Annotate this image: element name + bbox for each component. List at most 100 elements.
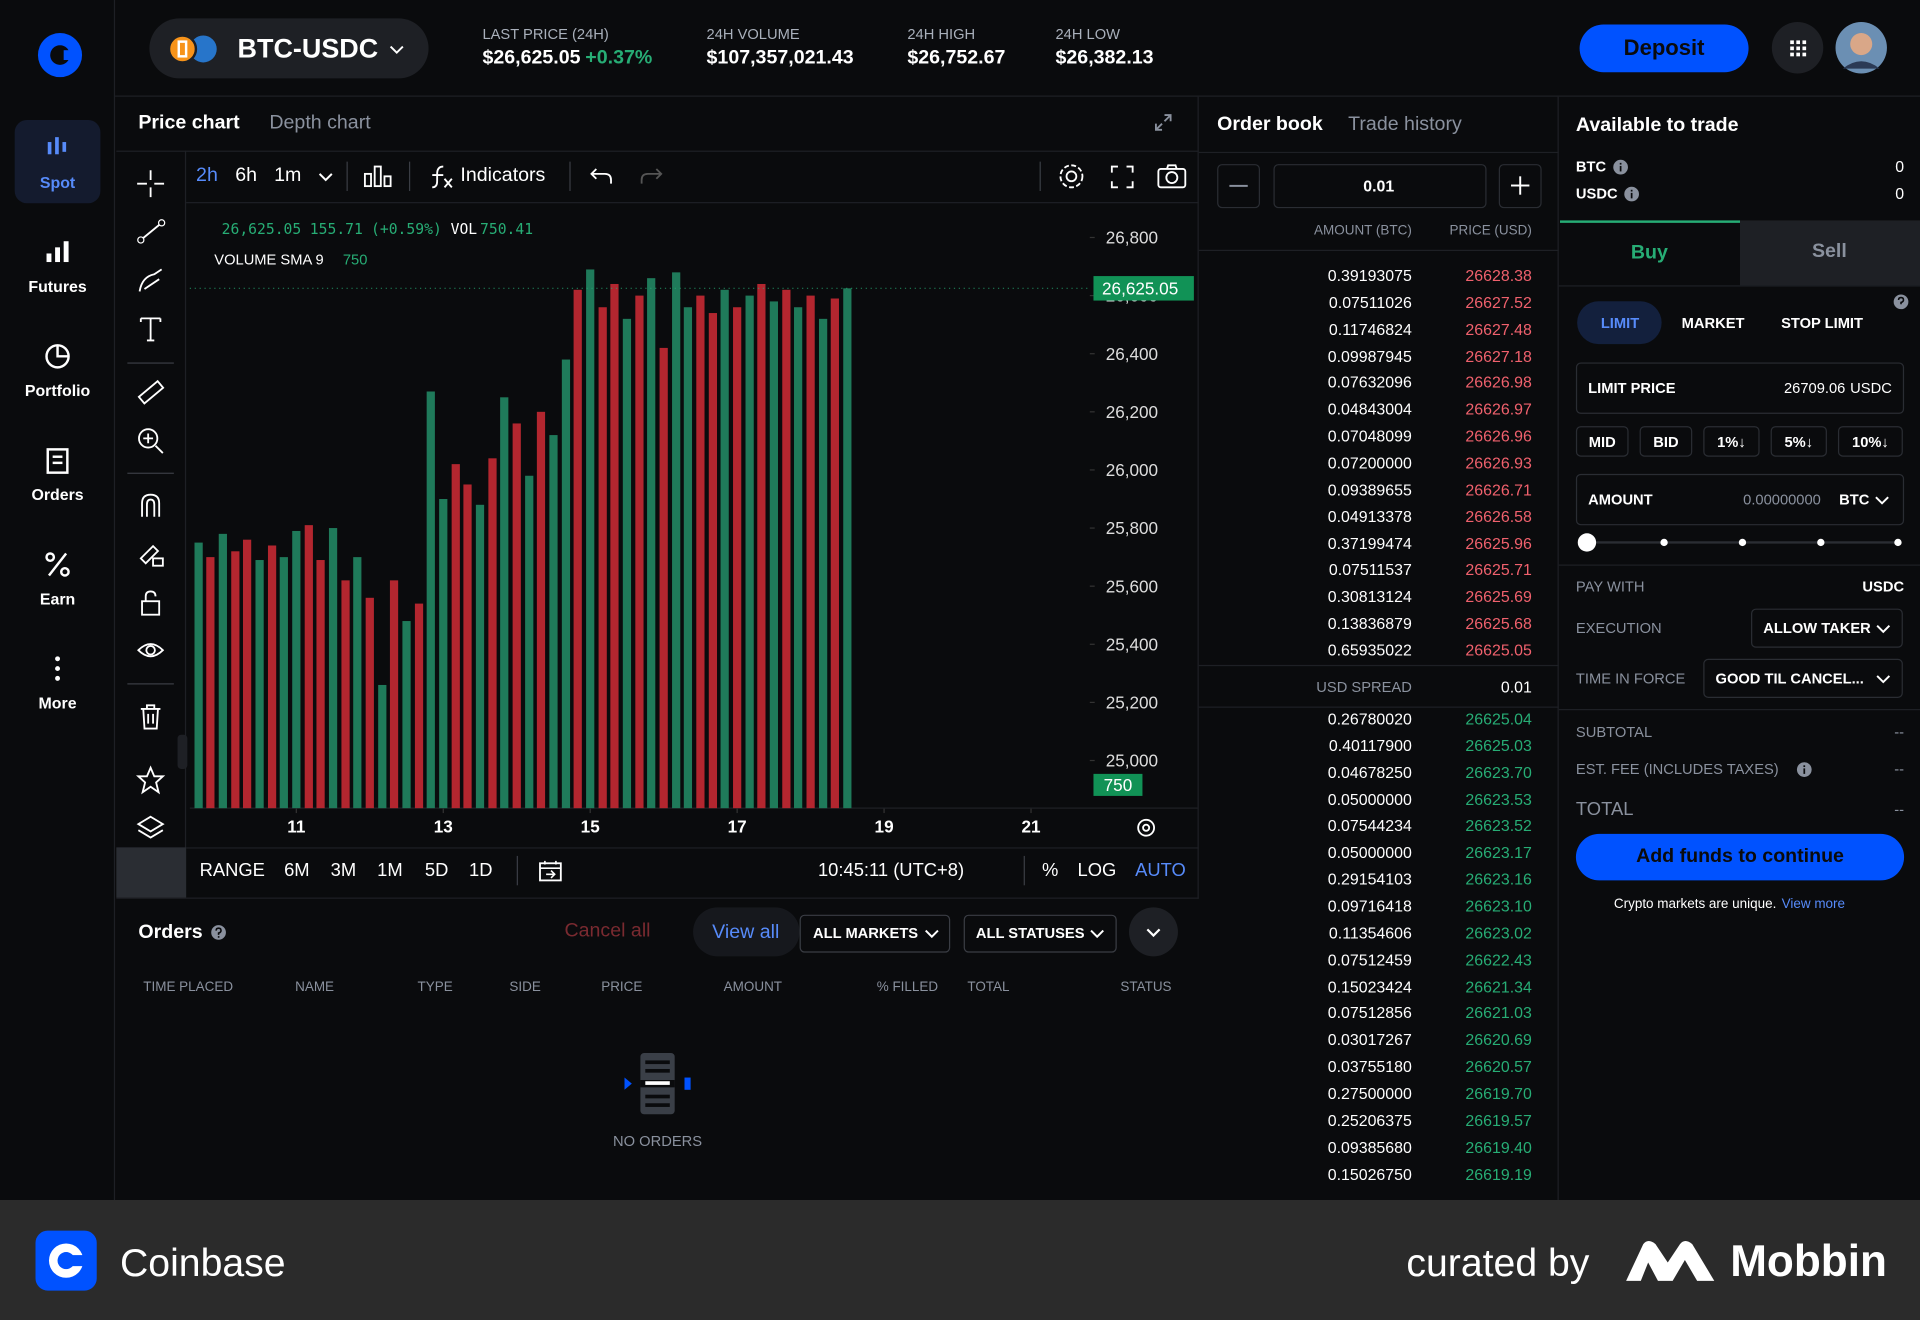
amount[interactable]: 0.05000000: [1327, 843, 1412, 862]
field-unit[interactable]: BTC: [1839, 491, 1870, 509]
price[interactable]: 26626.71: [1465, 480, 1532, 499]
expand[interactable]: [1154, 114, 1172, 131]
amount[interactable]: 0.09987945: [1327, 346, 1412, 365]
price[interactable]: 26623.16: [1465, 870, 1532, 889]
amount[interactable]: 0.09716418: [1327, 896, 1412, 916]
price[interactable]: 26620.69: [1465, 1030, 1532, 1050]
amount[interactable]: 0.37199474: [1327, 533, 1412, 553]
price[interactable]: 26625.96: [1465, 533, 1532, 553]
expand-orders[interactable]: [1128, 907, 1178, 957]
apps-button[interactable]: [1771, 22, 1824, 74]
price[interactable]: 26619.57: [1465, 1111, 1532, 1130]
indicators-icon[interactable]: [429, 164, 453, 189]
price[interactable]: 26621.03: [1465, 1004, 1532, 1023]
price[interactable]: 26628.38: [1465, 266, 1532, 285]
price[interactable]: 26626.58: [1465, 507, 1532, 526]
scale-option[interactable]: LOG: [1077, 860, 1117, 882]
price[interactable]: 26626.98: [1465, 373, 1532, 392]
amount[interactable]: 0.65935022: [1327, 641, 1412, 660]
amount[interactable]: 0.15026750: [1327, 1164, 1412, 1183]
drawing-tool[interactable]: [136, 814, 165, 841]
scale-option[interactable]: %: [1042, 860, 1059, 882]
amount[interactable]: 0.07511537: [1328, 560, 1412, 580]
range[interactable]: 5D: [424, 860, 449, 882]
preset[interactable]: BID: [1653, 433, 1679, 451]
amount[interactable]: 0.04913378: [1327, 507, 1412, 526]
statuses-filter[interactable]: [963, 914, 1117, 953]
note-link[interactable]: View more: [1781, 896, 1846, 912]
side-tab[interactable]: Sell: [1811, 241, 1847, 263]
amount[interactable]: 0.03017267: [1327, 1030, 1412, 1050]
price[interactable]: 26627.48: [1465, 319, 1532, 339]
amount-input[interactable]: [1575, 473, 1905, 526]
logo[interactable]: [37, 32, 84, 79]
preset[interactable]: 10%↓: [1852, 433, 1889, 451]
amount[interactable]: 0.13836879: [1327, 614, 1412, 633]
drawing-tool[interactable]: [137, 315, 164, 342]
nav-icon[interactable]: [44, 551, 71, 578]
amount[interactable]: 0.07632096: [1327, 373, 1412, 392]
avatar[interactable]: [1835, 22, 1887, 74]
amount[interactable]: 0.40117900: [1328, 736, 1412, 755]
amount[interactable]: 0.25206375: [1327, 1111, 1412, 1130]
range[interactable]: 3M: [330, 860, 357, 882]
range[interactable]: 1D: [468, 860, 493, 882]
drawing-tool[interactable]: [137, 427, 164, 454]
amount[interactable]: 0.09385680: [1327, 1137, 1412, 1157]
nav-icon[interactable]: [44, 447, 71, 474]
deposit-button[interactable]: [1579, 24, 1749, 73]
field-value[interactable]: 26709.06: [1784, 379, 1846, 397]
price[interactable]: 26622.43: [1465, 950, 1532, 969]
filter-label[interactable]: ALL STATUSES: [975, 924, 1085, 942]
side-tab[interactable]: Buy: [1630, 242, 1668, 264]
nav-icon[interactable]: [44, 343, 71, 370]
amount[interactable]: 0.15023424: [1327, 977, 1412, 996]
price[interactable]: 26623.70: [1465, 763, 1532, 782]
tif-select[interactable]: [1703, 658, 1903, 698]
price[interactable]: 26625.71: [1465, 560, 1532, 580]
sell-tab[interactable]: [1740, 220, 1920, 286]
price[interactable]: 26621.34: [1465, 977, 1532, 996]
price[interactable]: 26625.04: [1465, 709, 1532, 728]
tab[interactable]: Price chart: [138, 112, 240, 134]
amount[interactable]: 0.11354606: [1328, 923, 1412, 943]
amount[interactable]: 0.29154103: [1327, 870, 1412, 889]
price[interactable]: 26623.02: [1465, 923, 1532, 943]
range[interactable]: 1M: [377, 860, 403, 882]
price[interactable]: 26619.70: [1465, 1084, 1532, 1103]
indicators[interactable]: Indicators: [460, 165, 546, 187]
amount[interactable]: 0.07511026: [1328, 293, 1412, 312]
price[interactable]: 26623.17: [1465, 843, 1532, 862]
drawing-tool[interactable]: [137, 540, 164, 567]
amount[interactable]: 0.07544234: [1327, 816, 1412, 836]
scale-option[interactable]: AUTO: [1135, 860, 1186, 882]
price[interactable]: 26625.03: [1465, 736, 1532, 755]
interval[interactable]: 6h: [235, 165, 258, 187]
cta-button[interactable]: [1575, 833, 1905, 881]
price[interactable]: 26627.18: [1465, 346, 1532, 365]
drawing-tool[interactable]: [137, 378, 165, 405]
drawing-tool[interactable]: [137, 492, 164, 519]
price[interactable]: 26623.10: [1465, 896, 1532, 916]
screenshot[interactable]: [1157, 164, 1187, 189]
price[interactable]: 26626.96: [1465, 426, 1532, 446]
amount-slider[interactable]: [1577, 531, 1908, 553]
amount[interactable]: 0.07048099: [1327, 426, 1412, 446]
amount[interactable]: 0.05000000: [1327, 789, 1412, 809]
field-value[interactable]: GOOD TIL CANCEL...: [1715, 669, 1864, 687]
order-type[interactable]: STOP LIMIT: [1781, 314, 1864, 332]
preset-button[interactable]: [1575, 426, 1629, 457]
nav-item[interactable]: More: [38, 693, 77, 713]
goto-date[interactable]: [539, 860, 562, 882]
decrement[interactable]: [1217, 164, 1260, 209]
nav-icon[interactable]: [44, 655, 71, 682]
nav-item[interactable]: Portfolio: [24, 381, 91, 400]
tab[interactable]: Depth chart: [269, 112, 371, 134]
price[interactable]: 26623.52: [1465, 816, 1532, 836]
price[interactable]: 26619.19: [1465, 1164, 1532, 1183]
amount[interactable]: 0.07512856: [1327, 1004, 1412, 1023]
nav-item[interactable]: Futures: [28, 277, 87, 296]
drawing-tool[interactable]: [137, 218, 166, 245]
execution-select[interactable]: [1751, 608, 1903, 648]
interval[interactable]: 2h: [196, 165, 218, 187]
